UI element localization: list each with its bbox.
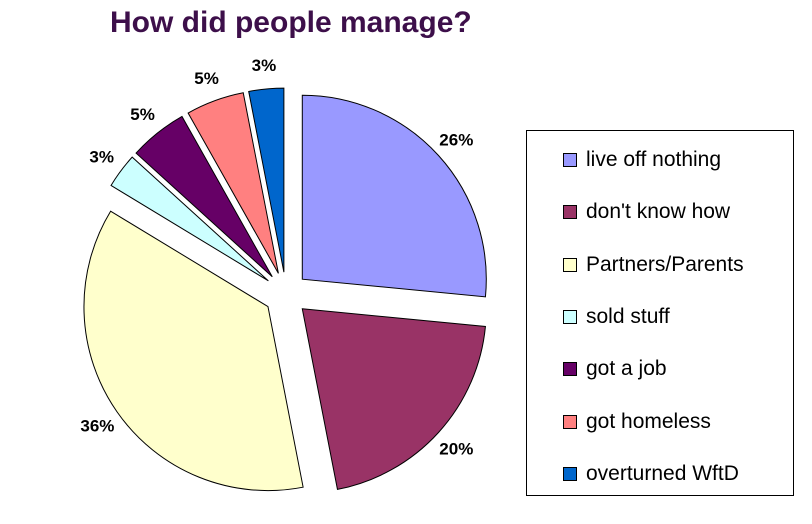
legend-item: got a job [563,357,667,381]
legend-swatch [563,362,577,377]
legend-label: Partners/Parents [586,252,744,276]
legend-label: got homeless [586,409,711,433]
legend-item: live off nothing [563,148,721,172]
pie-slice-live-off-nothing [301,94,487,298]
slice-percent-label: 26% [439,130,473,149]
legend-label: don't know how [586,200,731,224]
legend-item: don't know how [563,200,730,224]
legend-swatch [563,257,577,272]
pie-slice-overturned-wftd [248,87,285,273]
pie-slice-sold-stuff [110,156,269,282]
legend-label: overturned WftD [586,461,739,485]
legend-swatch [563,205,577,220]
legend-swatch [563,309,577,324]
slice-percent-label: 3% [252,56,277,75]
pie-slice-got-homeless [187,92,279,274]
legend-label: live off nothing [586,148,722,171]
legend-item: Partners/Parents [563,253,744,277]
slice-percent-label: 5% [194,69,219,88]
legend-swatch [563,414,577,429]
pie-slice-don-t-know-how [301,308,486,490]
legend: live off nothing don't know how Partners/P… [526,130,794,496]
pie-slice-got-a-job [135,115,273,278]
legend-item: overturned WftD [563,462,739,486]
legend-item: sold stuff [563,305,670,329]
chart-title: How did people manage? [110,6,472,39]
slice-percent-label: 3% [89,147,114,166]
legend-label: got a job [586,357,667,381]
legend-item: got homeless [563,410,711,434]
pie-slice-partners-parents [83,210,304,492]
slice-percent-label: 36% [80,417,114,436]
legend-label: sold stuff [586,304,670,328]
slice-percent-label: 20% [439,440,473,459]
slice-percent-label: 5% [130,105,155,124]
legend-swatch [563,466,577,481]
legend-swatch [563,153,577,167]
